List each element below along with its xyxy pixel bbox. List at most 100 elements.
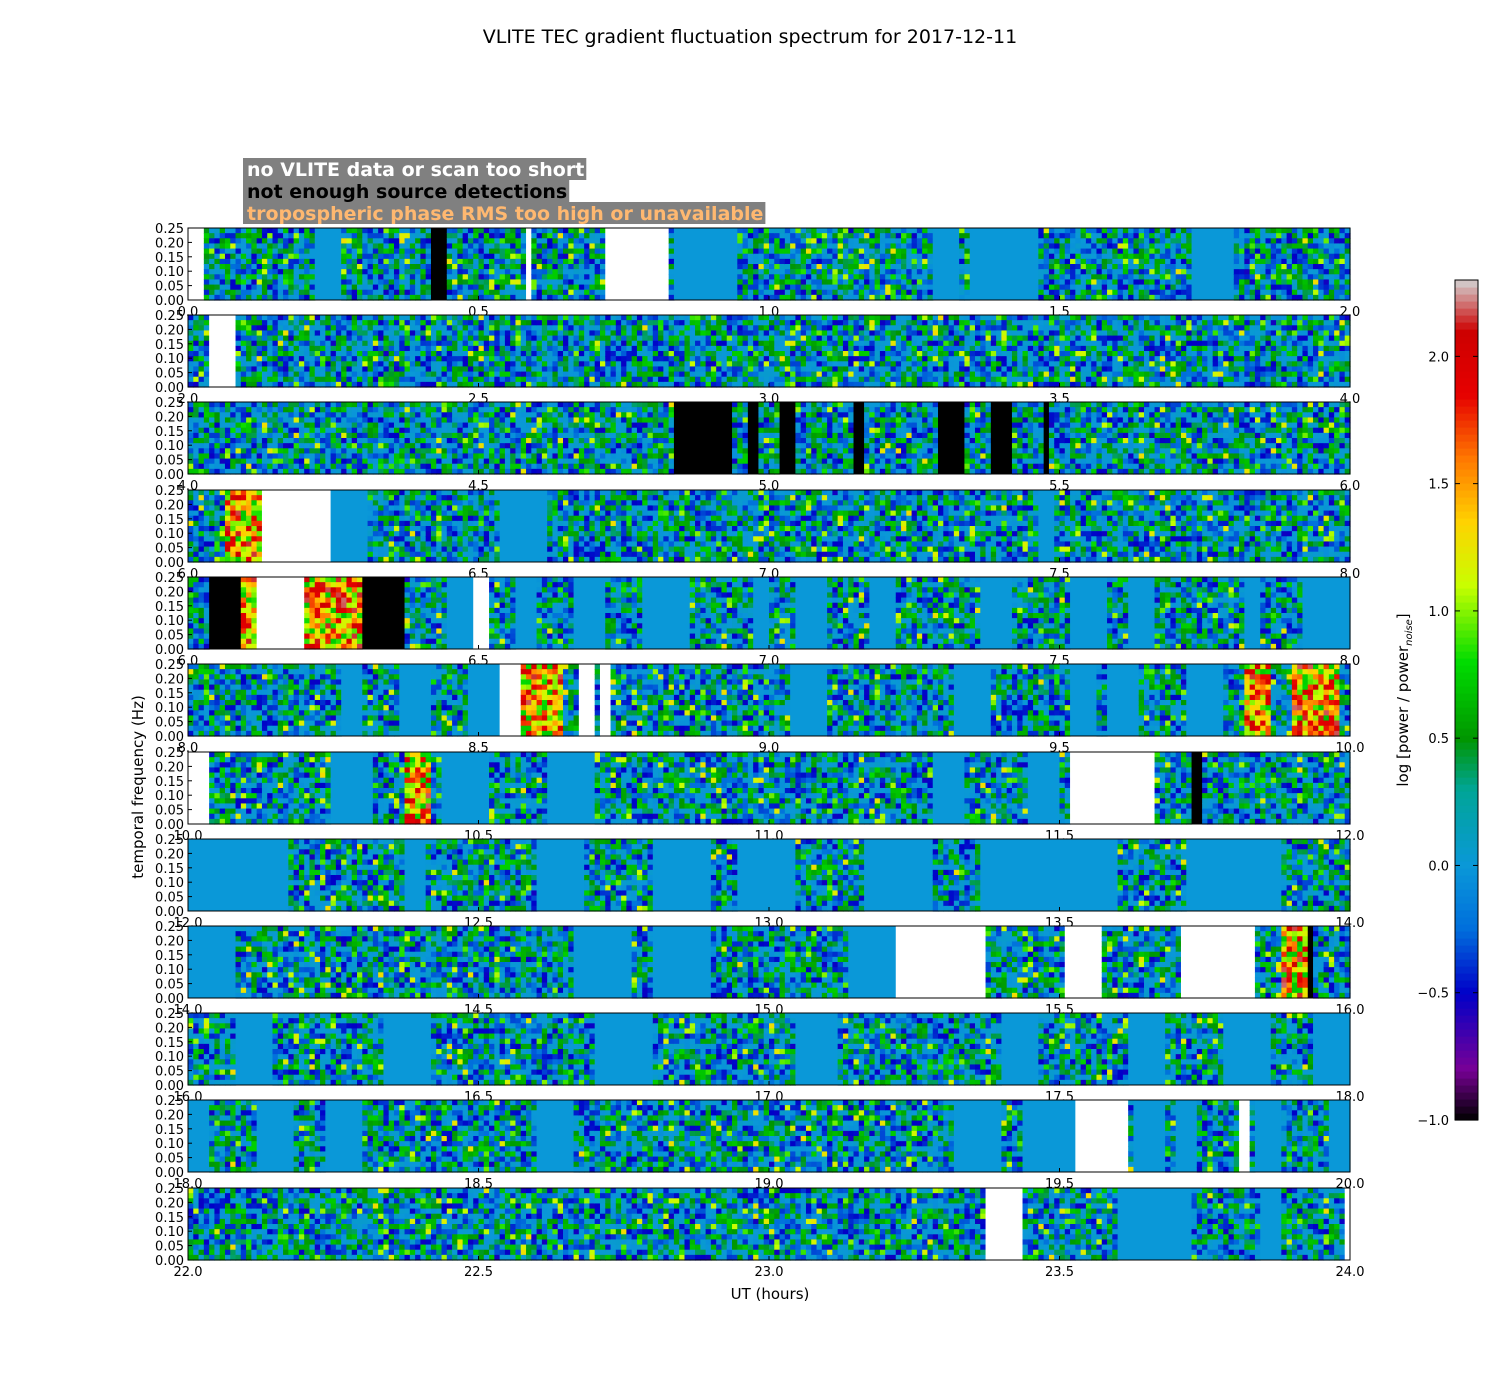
spectrum-cell [1017,345,1024,352]
spectrum-cell [763,351,770,357]
spectrum-cell [943,315,950,321]
spectrum-cell [510,253,517,260]
spectrum-cell [1122,315,1129,321]
spectrum-cell [763,289,770,296]
spectrum-cell [1075,238,1082,245]
spectrum-cell [858,279,865,286]
spectrum-cell [404,284,411,291]
spectrum-cell [906,274,913,281]
spectrum-cell [351,381,358,388]
spectrum-cell [658,361,664,368]
spectrum-cell [536,238,543,245]
spectrum-cell [235,248,242,255]
spectrum-cell [869,274,876,281]
spectrum-cell [1254,294,1261,301]
spectrum-cell [832,264,839,270]
spectrum-cell [1244,233,1251,239]
spectrum-cell [980,330,987,337]
spectrum-cell [504,284,511,291]
spectrum-cell [980,320,987,326]
spectrum-cell [494,279,501,286]
spectrum-cell [985,315,992,321]
spectrum-cell [631,371,638,378]
spectrum-cell [393,253,400,260]
spectrum-cell [1144,320,1150,326]
spectrum-cell [203,248,210,255]
spectrum-cell [1091,233,1098,239]
spectrum-cell [795,351,802,357]
spectrum-cell [964,264,971,270]
spectrum-cell [1191,361,1198,368]
spectrum-cell [615,376,622,383]
spectrum-cell [938,366,944,373]
spectrum-cell [589,274,596,281]
spectrum-cell [1286,233,1293,239]
spectrum-cell [599,315,606,321]
spectrum-cell [563,233,569,239]
spectrum-cell [362,315,369,321]
spectrum-cell [584,248,591,255]
spectrum-cell [1070,340,1076,347]
spectrum-cell [404,345,411,352]
spectrum-cell [684,315,691,321]
spectrum-cell [547,351,554,357]
spectrum-cell [842,335,849,342]
spectrum-cell [964,366,971,373]
spectrum-cell [473,248,480,255]
spectrum-cell [188,320,194,326]
spectrum-cell [848,315,855,321]
spectrum-cell [1075,356,1082,362]
spectrum-cell [610,376,617,383]
spectrum-cell [420,264,427,270]
spectrum-cell [916,228,923,234]
spectrum-cell [510,279,517,286]
spectrum-cell [980,345,987,352]
spectrum-cell [1122,361,1129,368]
spectrum-column [695,228,701,300]
spectrum-cell [938,335,944,342]
spectrum-cell [848,361,855,368]
spectrum-cell [1096,294,1103,301]
spectrum-cell [758,366,765,373]
spectrum-cell [716,330,723,337]
spectrum-cell [1212,330,1219,337]
spectrum-cell [351,340,358,347]
spectrum-cell [1048,243,1055,250]
spectrum-cell [261,371,268,378]
spectrum-cell [594,258,601,265]
spectrum-cell [1001,325,1008,332]
spectrum-cell [526,356,532,362]
spectrum-cell [858,371,865,378]
spectrum-cell [1149,264,1156,270]
spectrum-cell [1170,320,1177,326]
spectrum-cell [811,361,818,368]
spectrum-cell [547,330,554,337]
spectrum-cell [219,269,226,275]
spectrum-cell [420,248,427,255]
spectrum-cell [1149,340,1156,347]
spectrum-cell [1112,325,1119,332]
spectrum-cell [277,258,284,265]
spectrum-cell [679,315,686,321]
spectrum-cell [1344,243,1351,250]
spectrum-cell [552,238,559,245]
spectrum-cell [346,274,353,281]
spectrum-cell [436,376,443,383]
spectrum-cell [584,253,591,260]
spectrum-cell [832,243,839,250]
spectrum-cell [531,243,538,250]
spectrum-cell [1001,345,1008,352]
spectrum-cell [827,279,833,286]
spectrum-cell [1054,284,1061,291]
spectrum-cell [853,233,860,239]
spectrum-cell [393,238,400,245]
spectrum-cell [1318,289,1325,296]
spectrum-cell [351,335,358,342]
spectrum-cell [700,361,707,368]
spectrum-cell [594,335,601,342]
spectrum-cell [446,381,453,388]
spectrum-cell [283,233,289,239]
spectrum-cell [689,345,696,352]
spectrum-cell [710,371,717,378]
spectrum-cell [1117,335,1124,342]
